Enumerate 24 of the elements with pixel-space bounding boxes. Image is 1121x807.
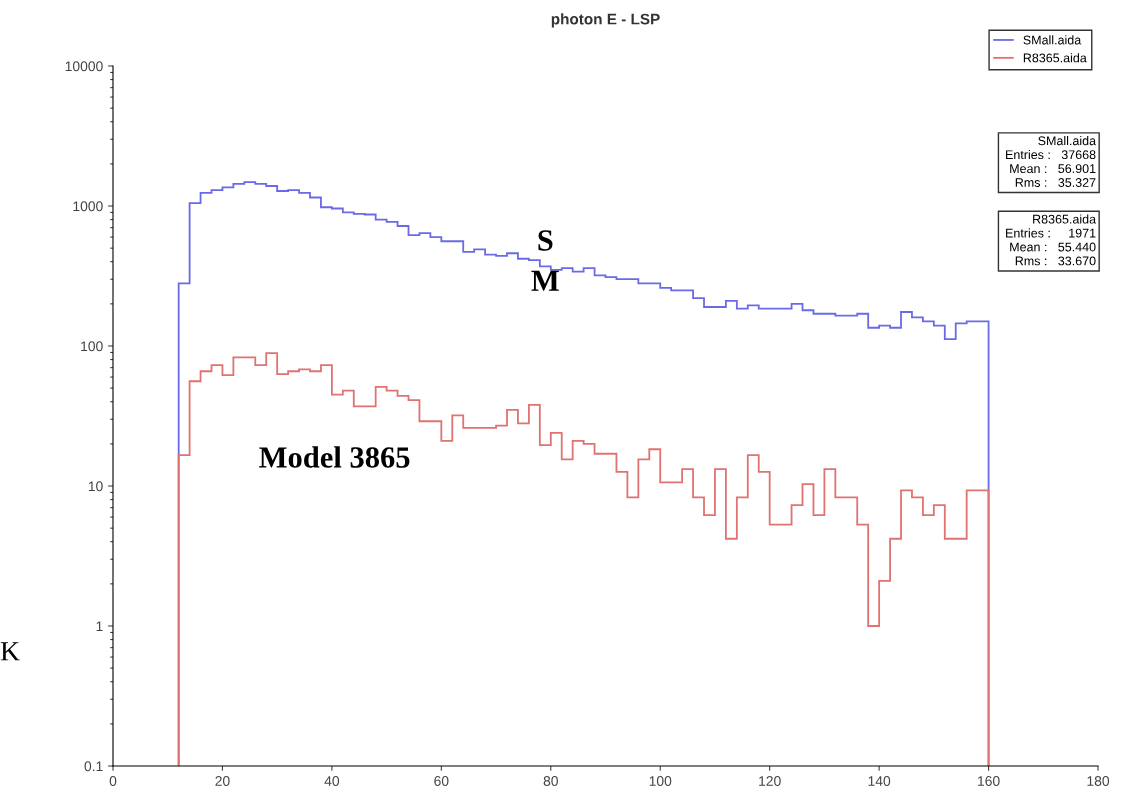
y-tick-label: 1 — [96, 621, 103, 632]
y-tick-label: 10000 — [65, 61, 103, 72]
annotation: R8365.aida Entries : 1971 Mean : 55.440 Rms : 33.670 — [1006, 214, 1097, 266]
x-tick-label: 180 — [1087, 776, 1110, 786]
x-tick-label: 20 — [215, 776, 230, 786]
x-tick-label: 160 — [978, 776, 1000, 786]
y-tick-label: 0.1 — [84, 761, 103, 772]
annotation: SMall.aida Entries : 37668 Mean : 56.901 Rms : 35.327 — [1006, 136, 1097, 187]
x-tick-label: 120 — [759, 776, 781, 786]
x-tick-label: 80 — [543, 776, 558, 786]
y-tick-label: 100 — [81, 341, 103, 352]
x-tick-label: 0 — [109, 776, 117, 786]
annotation: Model 3865 — [259, 446, 410, 468]
x-tick-label: 60 — [434, 776, 449, 786]
y-tick-label: 1000 — [73, 201, 103, 212]
x-tick-label: 100 — [649, 776, 672, 786]
legend-label: SMall.aida — [1023, 35, 1082, 45]
text: K — [0, 642, 20, 661]
x-tick-label: 140 — [868, 776, 891, 786]
chart-title: photon E - LSP — [551, 13, 660, 28]
y-tick-label: 10 — [88, 481, 103, 492]
legend-label: R8365.aida — [1023, 53, 1087, 63]
x-tick-label: 40 — [324, 776, 340, 786]
annotation: S M — [531, 230, 559, 291]
